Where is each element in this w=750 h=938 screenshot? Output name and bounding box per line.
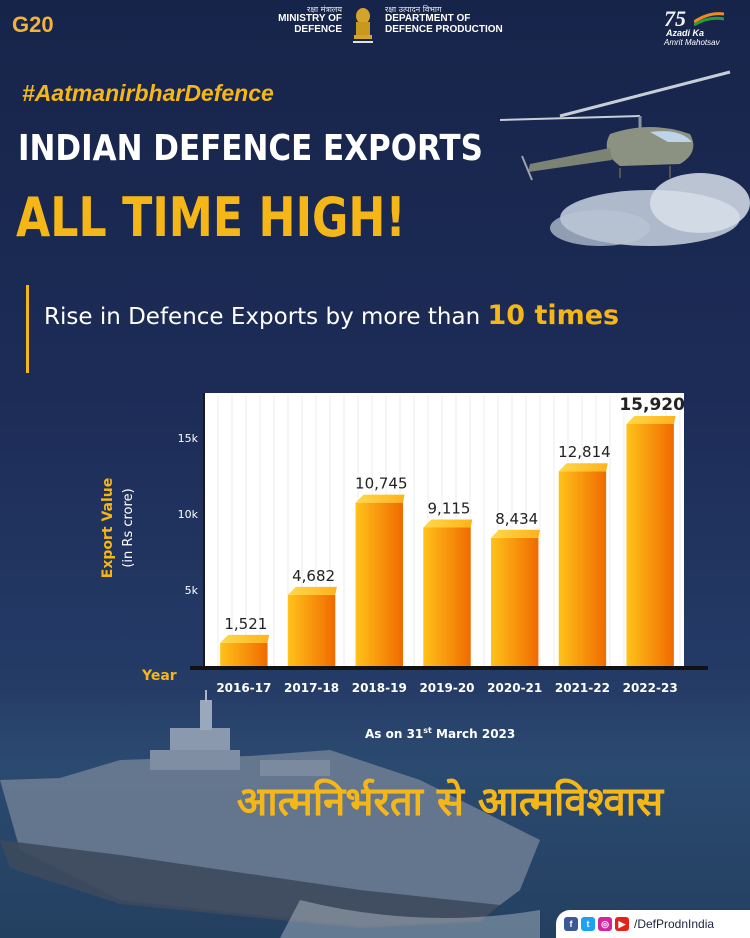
bar bbox=[355, 502, 403, 666]
x-tick-label: 2019-20 bbox=[419, 681, 474, 695]
accent-bar bbox=[26, 285, 29, 373]
aka-75: 75 bbox=[664, 6, 686, 31]
ministry-en-line1: MINISTRY OF bbox=[278, 13, 342, 25]
bar-top bbox=[287, 586, 337, 595]
bar-value-label: 12,814 bbox=[558, 443, 611, 461]
social-handle[interactable]: /DefProdnIndia bbox=[634, 917, 715, 931]
bar bbox=[287, 594, 336, 666]
x-tick-label: 2016-17 bbox=[216, 681, 271, 695]
y-axis-subtitle: (in Rs crore) bbox=[121, 488, 136, 567]
aka-line1: Azadi Ka bbox=[666, 28, 705, 38]
bar-value-label: 10,745 bbox=[355, 475, 408, 493]
bar-top bbox=[558, 463, 608, 472]
headline-line1: INDIAN DEFENCE EXPORTS bbox=[18, 128, 483, 169]
ministry-hindi: रक्षा मंत्रालय bbox=[307, 5, 342, 14]
subtitle-highlight: 10 times bbox=[487, 300, 620, 331]
bar-value-label: 1,521 bbox=[224, 615, 267, 633]
ddp-hindi: रक्षा उत्पादन विभाग bbox=[385, 5, 442, 14]
aka-line2: Amrit Mahotsav bbox=[664, 38, 720, 47]
as-on-prefix: As on 31 bbox=[365, 727, 424, 741]
bar-top bbox=[423, 519, 473, 528]
y-tick-label: 10k bbox=[178, 508, 199, 521]
helicopter-image bbox=[500, 70, 750, 246]
g20-logo: G20 bbox=[12, 12, 82, 48]
g20-logo-text: G20 bbox=[12, 12, 54, 37]
national-emblem-icon bbox=[353, 8, 373, 43]
bar-value-label: 15,920 bbox=[619, 395, 685, 415]
y-tick-label: 5k bbox=[185, 584, 199, 597]
hashtag: #AatmanirbharDefence bbox=[22, 80, 274, 106]
bar bbox=[626, 424, 674, 666]
bar bbox=[423, 527, 471, 666]
social-handle-bar: f t ◎ ▶ /DefProdnIndia bbox=[556, 910, 750, 938]
warship-image bbox=[0, 690, 540, 938]
instagram-icon[interactable]: ◎ bbox=[598, 917, 612, 931]
subtitle: Rise in Defence Exports by more than 10 … bbox=[44, 300, 619, 331]
subtitle-text: Rise in Defence Exports by more than bbox=[44, 304, 488, 330]
bar-top bbox=[355, 494, 405, 503]
ddp-en-line1: DEPARTMENT OF bbox=[385, 13, 471, 25]
bar-value-label: 9,115 bbox=[428, 499, 471, 517]
y-tick-label: 15k bbox=[178, 432, 199, 445]
bar-value-label: 4,682 bbox=[292, 567, 335, 585]
as-on-suffix: March 2023 bbox=[431, 727, 516, 741]
x-tick-label: 2021-22 bbox=[555, 681, 610, 695]
azadi-ka-amrit-mahotsav-logo: 75 Azadi Ka Amrit Mahotsav bbox=[664, 6, 734, 50]
x-tick-label: 2017-18 bbox=[284, 681, 339, 695]
y-axis-title: Export Value bbox=[100, 478, 116, 578]
twitter-icon[interactable]: t bbox=[581, 917, 595, 931]
bar bbox=[491, 537, 539, 666]
bar-value-label: 8,434 bbox=[495, 510, 538, 528]
as-on-date: As on 31st March 2023 bbox=[365, 726, 515, 741]
ddp-en-line2: DEFENCE PRODUCTION bbox=[385, 23, 503, 35]
bar bbox=[558, 471, 607, 666]
as-on-sup: st bbox=[423, 726, 432, 735]
bar bbox=[220, 642, 268, 666]
youtube-icon[interactable]: ▶ bbox=[615, 917, 629, 931]
ministry-of-defence-label: रक्षा मंत्रालय MINISTRY OF DEFENCE bbox=[262, 5, 342, 35]
ministry-en-line2: DEFENCE bbox=[294, 23, 342, 35]
bar-top bbox=[491, 529, 541, 538]
x-tick-label: 2020-21 bbox=[487, 681, 542, 695]
x-axis-title: Year bbox=[141, 668, 177, 684]
facebook-icon[interactable]: f bbox=[564, 917, 578, 931]
bar-top bbox=[220, 634, 270, 643]
bar-top bbox=[626, 416, 676, 425]
x-tick-label: 2022-23 bbox=[623, 681, 678, 695]
x-tick-label: 2018-19 bbox=[352, 681, 407, 695]
department-of-defence-production-label: रक्षा उत्पादन विभाग DEPARTMENT OF DEFENC… bbox=[385, 5, 535, 35]
hindi-slogan: आत्मनिर्भरता से आत्मविश्वास bbox=[236, 779, 664, 825]
flag-swoosh-icon bbox=[694, 12, 724, 26]
headline-line2: ALL TIME HIGH! bbox=[16, 186, 406, 249]
